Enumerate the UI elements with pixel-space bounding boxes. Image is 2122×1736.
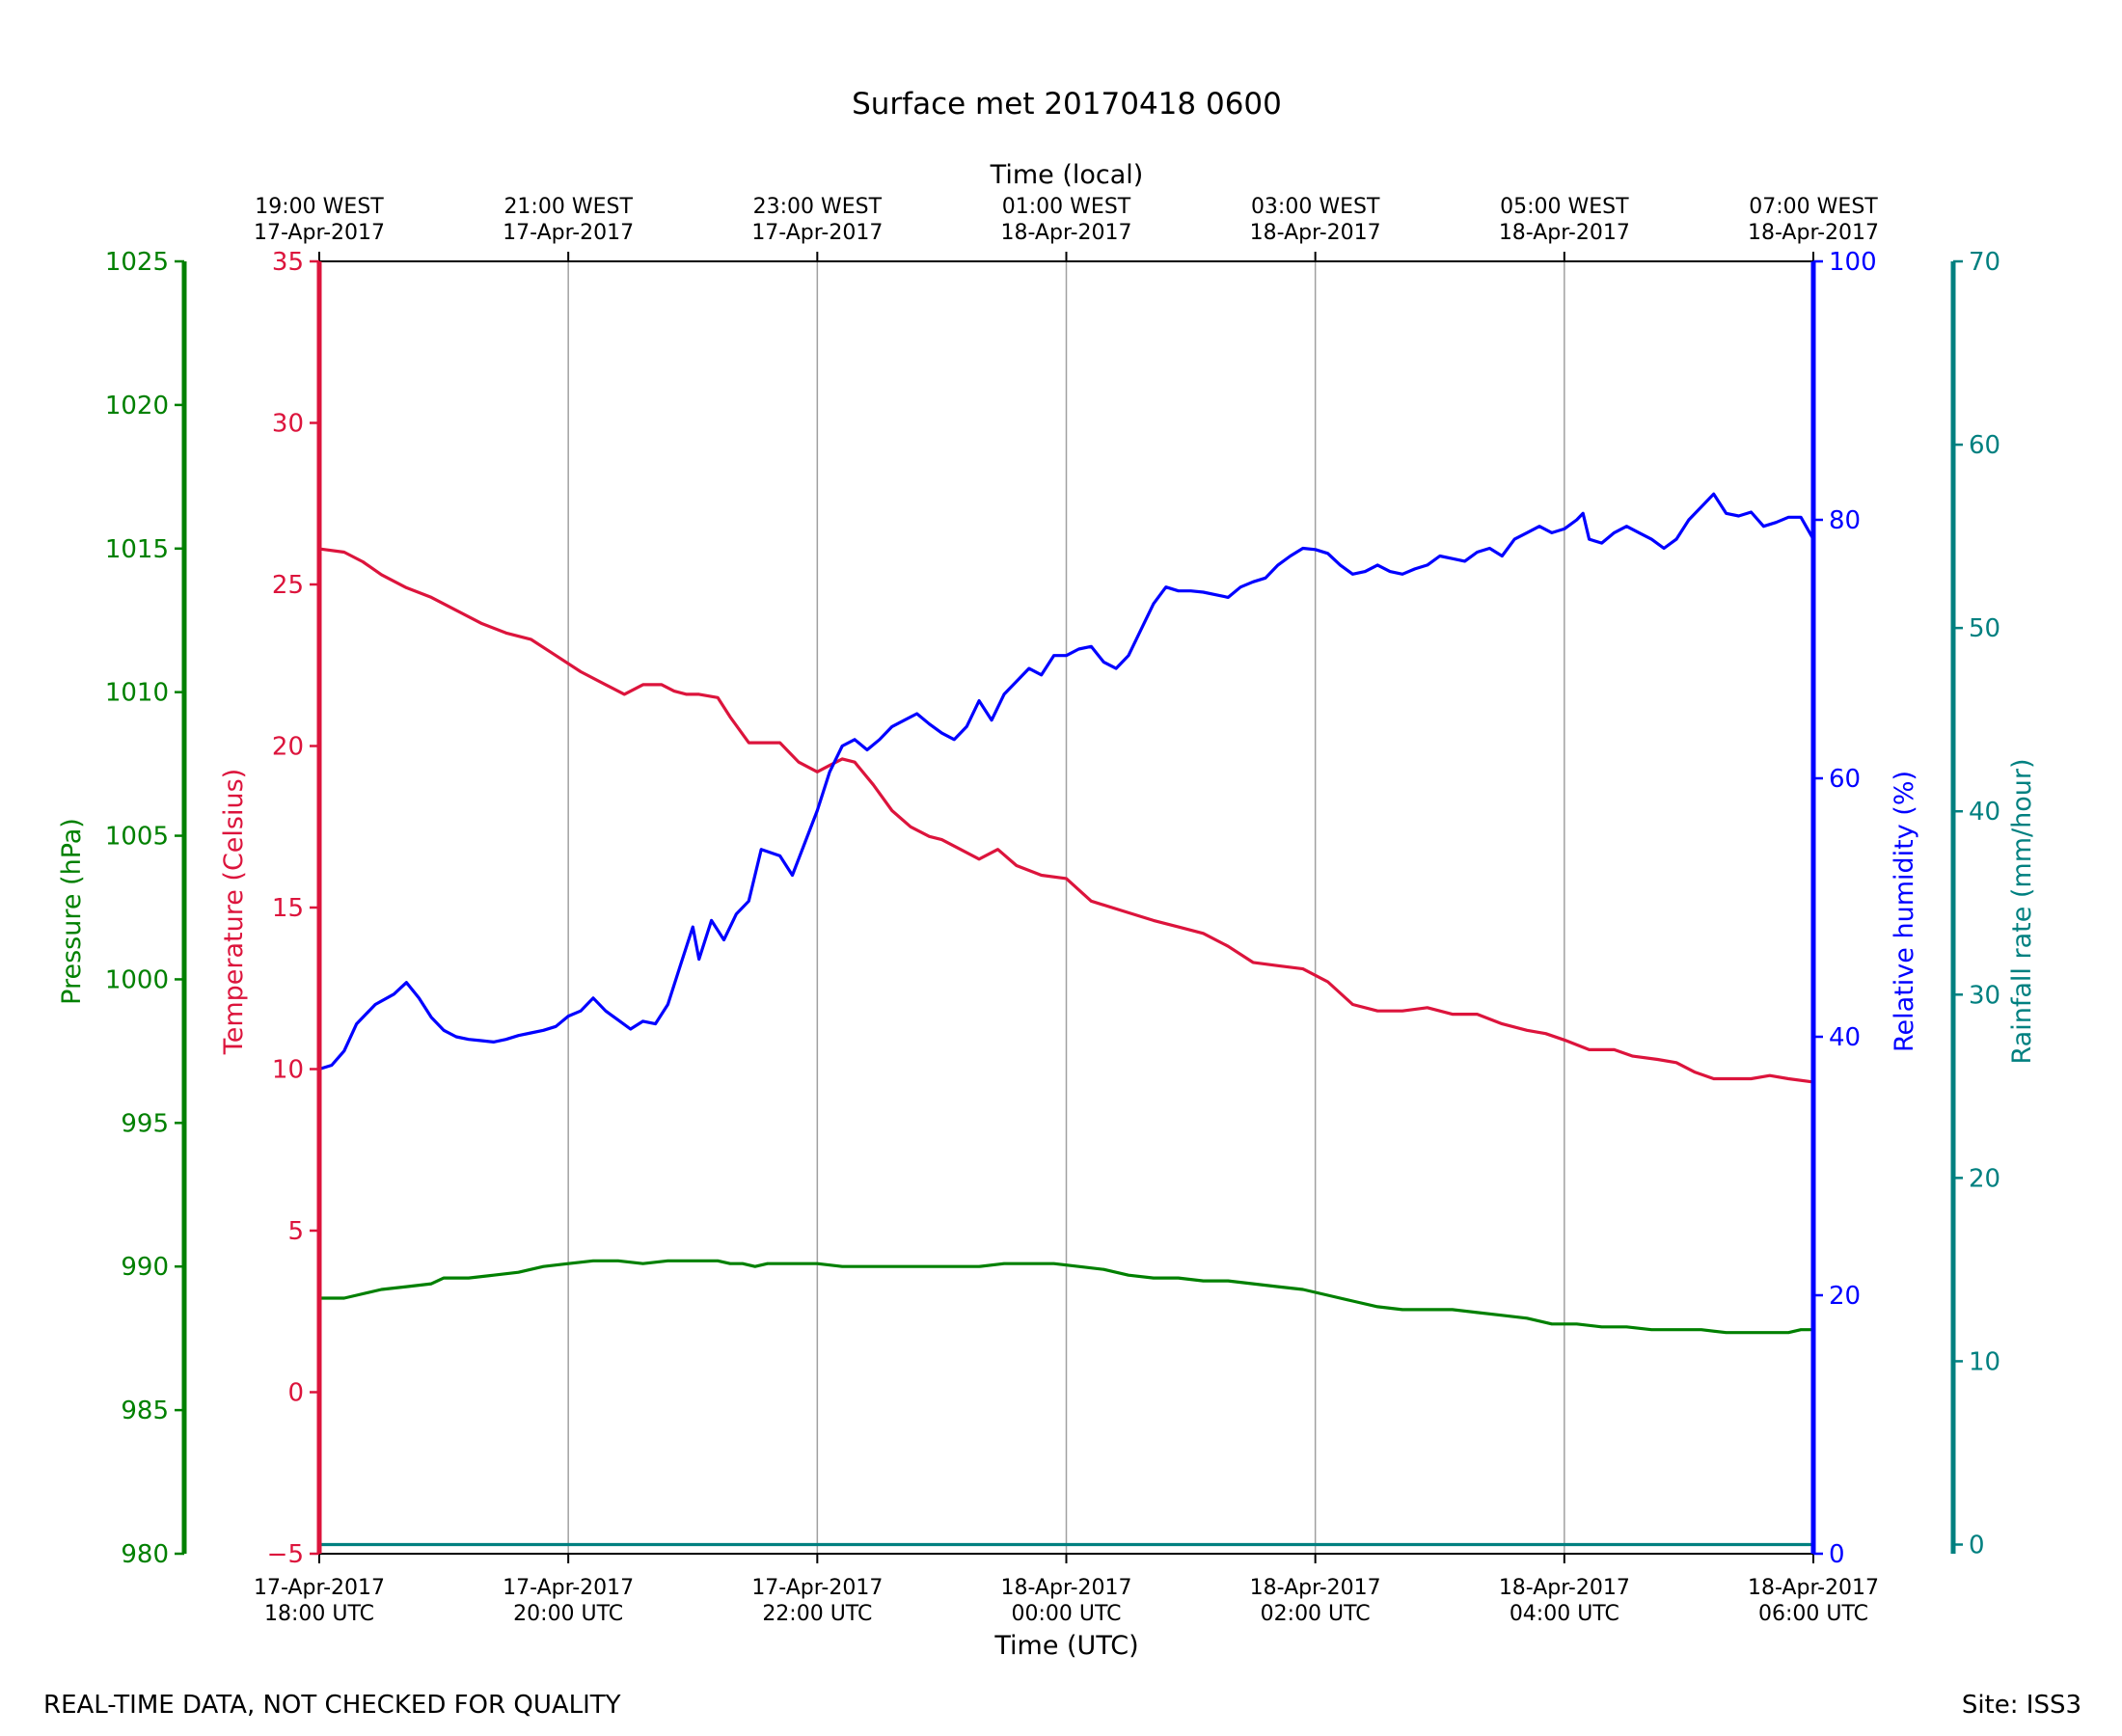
top-x-tick-label: 17-Apr-2017 [751,221,883,245]
pressure-series-line [317,1259,1815,1335]
temperature-tick-label: 5 [287,1217,304,1246]
x-tick-label: 00:00 UTC [1011,1602,1121,1626]
pressure-tick-label: 1020 [105,392,169,420]
top-x-tick-label: 18-Apr-2017 [1748,221,1879,245]
humidity-axis-label: Relative humidity (%) [1890,771,1919,1052]
x-tick-label: 17-Apr-2017 [503,1576,634,1600]
rainfall-tick-label: 50 [1969,614,2000,643]
humidity-tick-label: 0 [1829,1540,1845,1569]
top-x-tick-label: 03:00 WEST [1251,195,1380,219]
x-tick-label: 02:00 UTC [1261,1602,1371,1626]
top-x-tick-label: 05:00 WEST [1500,195,1629,219]
top-axis-label: Time (local) [990,160,1144,190]
temperature-axis-label: Temperature (Celsius) [219,769,249,1055]
pressure-tick-label: 985 [121,1397,169,1425]
top-x-tick-label: 07:00 WEST [1749,195,1878,219]
pressure-tick-label: 990 [121,1253,169,1282]
temperature-series-line [317,547,1815,1084]
rainfall-tick-label: 70 [1969,248,2000,277]
rainfall-tick-label: 10 [1969,1347,2000,1376]
rainfall-tick-label: 40 [1969,798,2000,827]
x-tick-label: 18-Apr-2017 [1499,1576,1630,1600]
rainfall-tick-label: 0 [1969,1531,1985,1560]
pressure-tick-label: 1015 [105,535,169,564]
top-x-tick-label: 01:00 WEST [1002,195,1131,219]
rainfall-tick-label: 30 [1969,981,2000,1010]
temperature-tick-label: 20 [272,733,304,762]
bottom-axis-label: Time (UTC) [993,1631,1138,1661]
x-tick-label: 18-Apr-2017 [1748,1576,1879,1600]
temperature-tick-label: 30 [272,410,304,439]
temperature-tick-label: 25 [272,571,304,600]
temperature-tick-label: −5 [267,1540,304,1569]
top-x-tick-label: 21:00 WEST [503,195,633,219]
pressure-tick-label: 1005 [105,823,169,852]
top-x-tick-label: 18-Apr-2017 [1499,221,1630,245]
chart-title: Surface met 20170418 0600 [852,87,1282,122]
humidity-tick-label: 80 [1829,506,1861,535]
rainfall-tick-label: 20 [1969,1164,2000,1193]
footer-disclaimer: REAL-TIME DATA, NOT CHECKED FOR QUALITY [43,1691,621,1720]
top-x-tick-label: 17-Apr-2017 [503,221,634,245]
temperature-tick-label: 10 [272,1056,304,1085]
pressure-tick-label: 980 [121,1540,169,1569]
x-tick-label: 22:00 UTC [762,1602,872,1626]
x-tick-label: 18-Apr-2017 [1000,1576,1131,1600]
grid-lines [567,261,1565,1554]
rainfall-axis-label: Rainfall rate (mm/hour) [2007,759,2037,1065]
humidity-tick-label: 60 [1829,765,1861,794]
temperature-tick-label: 35 [272,248,304,277]
top-x-tick-label: 18-Apr-2017 [1250,221,1381,245]
x-tick-label: 18-Apr-2017 [1250,1576,1381,1600]
x-tick-label: 04:00 UTC [1510,1602,1619,1626]
top-x-tick-label: 17-Apr-2017 [254,221,385,245]
x-tick-label: 18:00 UTC [264,1602,374,1626]
pressure-tick-label: 1025 [105,248,169,277]
humidity-series-line [317,492,1815,1071]
pressure-axis-label: Pressure (hPa) [57,818,87,1005]
temperature-tick-label: 15 [272,894,304,923]
rainfall-tick-label: 60 [1969,431,2000,460]
top-x-tick-label: 18-Apr-2017 [1000,221,1131,245]
x-tick-label: 06:00 UTC [1758,1602,1868,1626]
x-tick-label: 17-Apr-2017 [751,1576,883,1600]
pressure-tick-label: 995 [121,1109,169,1138]
x-tick-label: 17-Apr-2017 [254,1576,385,1600]
top-x-tick-label: 23:00 WEST [753,195,883,219]
series-group [317,492,1815,1547]
humidity-tick-label: 20 [1829,1282,1861,1311]
pressure-tick-label: 1010 [105,679,169,708]
pressure-tick-label: 1000 [105,965,169,994]
temperature-tick-label: 0 [287,1379,304,1408]
top-x-tick-label: 19:00 WEST [255,195,384,219]
footer-site: Site: ISS3 [1962,1691,2081,1720]
x-tick-label: 20:00 UTC [513,1602,623,1626]
humidity-tick-label: 100 [1829,248,1877,277]
humidity-tick-label: 40 [1829,1023,1861,1052]
